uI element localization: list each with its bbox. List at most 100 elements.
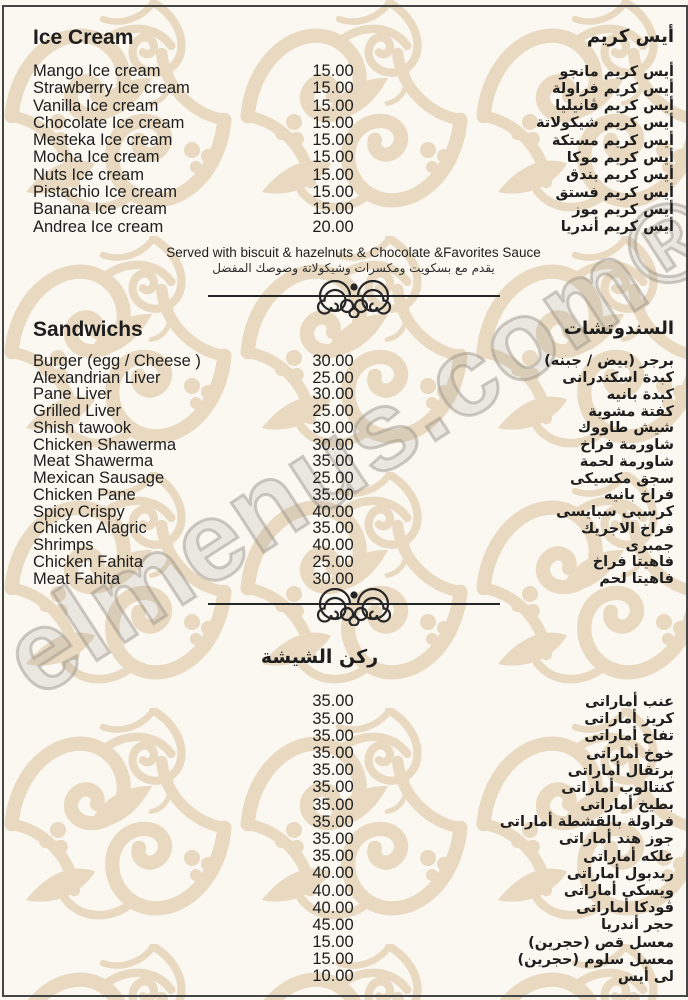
menu-item-row: Vanilla Ice cream 15.00 أيس كريم ڤانيليا	[33, 96, 674, 115]
item-price: 15.00	[312, 96, 354, 115]
item-name-ar: تفاح أماراتى	[584, 728, 674, 745]
item-name-ar: شاورمة فراخ	[580, 437, 674, 454]
section-header-sandwiches: Sandwichs السندوتشات	[33, 318, 674, 348]
menu-item-row: 35.00 خوخ أماراتى	[33, 744, 674, 762]
item-name-ar: أيس كريم أندريا	[560, 219, 674, 236]
item-name-en: Nuts Ice cream	[33, 165, 144, 184]
item-price: 15.00	[312, 148, 354, 167]
item-price: 40.00	[312, 864, 354, 883]
item-name-ar: خوخ أماراتى	[586, 745, 674, 762]
item-price: 15.00	[312, 62, 354, 80]
item-price: 40.00	[312, 898, 354, 917]
menu-item-row: Chicken Shawerma 30.00 شاورمة فراخ	[33, 436, 674, 454]
item-name-en: Mexican Sausage	[33, 469, 165, 488]
item-name-ar: أيس كريم فستق	[555, 184, 674, 201]
item-price: 35.00	[312, 795, 354, 814]
item-price: 15.00	[312, 183, 354, 202]
item-name-en: Grilled Liver	[33, 402, 122, 421]
menu-item-row: Burger (egg / Cheese ) 30.00 برجر (بيض / ج…	[33, 351, 674, 370]
section-title-shisha: ركن الشيشة	[260, 646, 379, 669]
item-name-en: Pane Liver	[33, 385, 112, 404]
item-name-en: Meat Shawerma	[33, 452, 154, 471]
ice-cream-items: Mango Ice cream 15.00 أيس كريم مانجو Strawb…	[33, 62, 674, 236]
item-name-ar: أيس كريم شيكولاتة	[535, 115, 674, 132]
item-name-ar: علكه أماراتى	[583, 848, 674, 865]
menu-item-row: Meat Fahita 30.00 فاهيتا لحم	[33, 569, 674, 588]
menu-content: Ice Cream أيس كريم Mango Ice cream 15.00 أ…	[33, 26, 674, 985]
item-name-en: Shrimps	[33, 536, 94, 555]
item-name-ar: كبدة اسكندرانى	[562, 370, 674, 387]
menu-item-row: Alexandrian Liver 25.00 كبدة اسكندرانى	[33, 369, 674, 387]
item-name-ar: كنتالوب أماراتى	[561, 779, 674, 796]
item-name-en: Mocha Ice cream	[33, 148, 160, 167]
item-name-ar: فاهيتا لحم	[599, 571, 674, 588]
item-price: 40.00	[312, 536, 354, 555]
menu-item-row: Shrimps 40.00 جمبرى	[33, 536, 674, 555]
item-price: 15.00	[312, 79, 354, 98]
item-name-ar: كبدة بانيه	[606, 386, 674, 403]
item-price: 30.00	[312, 351, 354, 370]
item-name-ar: شاورمة لحمة	[579, 453, 674, 470]
item-price: 15.00	[312, 165, 354, 184]
item-name-en: Mesteka Ice cream	[33, 131, 173, 150]
menu-item-row: 45.00 حجر أندريا	[33, 915, 674, 934]
menu-item-row: 40.00 ڤودكا أماراتى	[33, 898, 674, 917]
menu-item-row: 15.00 معسل قص (حجرين)	[33, 933, 674, 951]
item-name-ar: فراخ بانيه	[603, 487, 674, 504]
item-name-ar: جوز هند أماراتى	[558, 831, 674, 848]
item-price: 35.00	[312, 829, 354, 848]
item-name-en: Shish tawook	[33, 418, 132, 437]
menu-item-row: 40.00 ويسكى أماراتى	[33, 881, 674, 900]
item-price: 35.00	[312, 485, 354, 504]
menu-item-row: Grilled Liver 25.00 كفتة مشوية	[33, 402, 674, 421]
item-price: 40.00	[312, 881, 354, 900]
item-price: 25.00	[312, 469, 354, 488]
item-price: 35.00	[312, 761, 354, 780]
section-header-ice-cream: Ice Cream أيس كريم	[33, 26, 674, 56]
item-name-ar: سجق مكسيكى	[569, 470, 674, 487]
flourish-divider-icon	[207, 279, 500, 318]
item-name-en: Burger (egg / Cheese )	[33, 351, 201, 370]
item-name-ar: جمبرى	[625, 537, 674, 554]
section-title-en: Sandwichs	[33, 317, 143, 341]
item-name-ar: أيس كريم بندق	[566, 167, 674, 184]
item-name-en: Chicken Pane	[33, 485, 136, 504]
item-name-ar: أيس كريم موز	[572, 201, 674, 218]
item-name-en: Pistachio Ice cream	[33, 183, 177, 202]
item-name-en: Mango Ice cream	[33, 62, 161, 80]
item-name-en: Banana Ice cream	[33, 200, 167, 219]
menu-item-row: Chocolate Ice cream 15.00 أيس كريم شيكولات…	[33, 114, 674, 132]
menu-item-row: Mocha Ice cream 15.00 أيس كريم موكا	[33, 148, 674, 167]
item-name-ar: برجر (بيض / جبنه)	[544, 353, 674, 370]
item-name-ar: ويسكى أماراتى	[563, 883, 674, 900]
item-price: 30.00	[312, 569, 354, 588]
menu-item-row: Meat Shawerma 35.00 شاورمة لحمة	[33, 452, 674, 471]
item-name-ar: أيس كريم مانجو	[559, 63, 674, 80]
item-name-ar: معسل قص (حجرين)	[528, 934, 674, 951]
menu-item-row: 35.00 كريز أماراتى	[33, 710, 674, 728]
item-name-en: Meat Fahita	[33, 569, 121, 588]
menu-item-row: Mexican Sausage 25.00 سجق مكسيكى	[33, 469, 674, 488]
menu-item-row: 40.00 ريدبول أماراتى	[33, 864, 674, 883]
menu-item-row: Spicy Crispy 40.00 كرسبى سبايسى	[33, 503, 674, 521]
item-name-ar: ريدبول أماراتى	[566, 865, 674, 882]
item-name-ar: عنب أماراتى	[584, 693, 674, 710]
menu-item-row: Chicken Alagric 35.00 فراخ الاجريك	[33, 519, 674, 538]
serving-note-ar: يقدم مع بسكويت ومكسرات وشيكولاتة وصوصك ا…	[212, 260, 495, 275]
menu-item-row: Banana Ice cream 15.00 أيس كريم موز	[33, 200, 674, 219]
item-name-ar: فراولة بالقشطة أماراتى	[499, 814, 674, 831]
item-price: 35.00	[312, 692, 354, 711]
item-name-ar: لى أيس	[617, 968, 674, 985]
menu-item-row: 10.00 لى أيس	[33, 967, 674, 985]
item-price: 30.00	[312, 385, 354, 404]
item-price: 45.00	[312, 915, 354, 934]
item-name-ar: فاهيتا فراخ	[592, 554, 674, 571]
item-name-ar: بطيخ أماراتى	[580, 797, 674, 814]
item-name-ar: أيس كريم مستكة	[551, 132, 674, 149]
item-name-en: Chicken Alagric	[33, 519, 147, 538]
item-name-ar: معسل سلوم (حجرين)	[517, 951, 674, 968]
item-price: 35.00	[312, 812, 354, 831]
menu-item-row: Andrea Ice cream 20.00 أيس كريم أندريا	[33, 218, 674, 236]
item-price: 30.00	[312, 418, 354, 437]
